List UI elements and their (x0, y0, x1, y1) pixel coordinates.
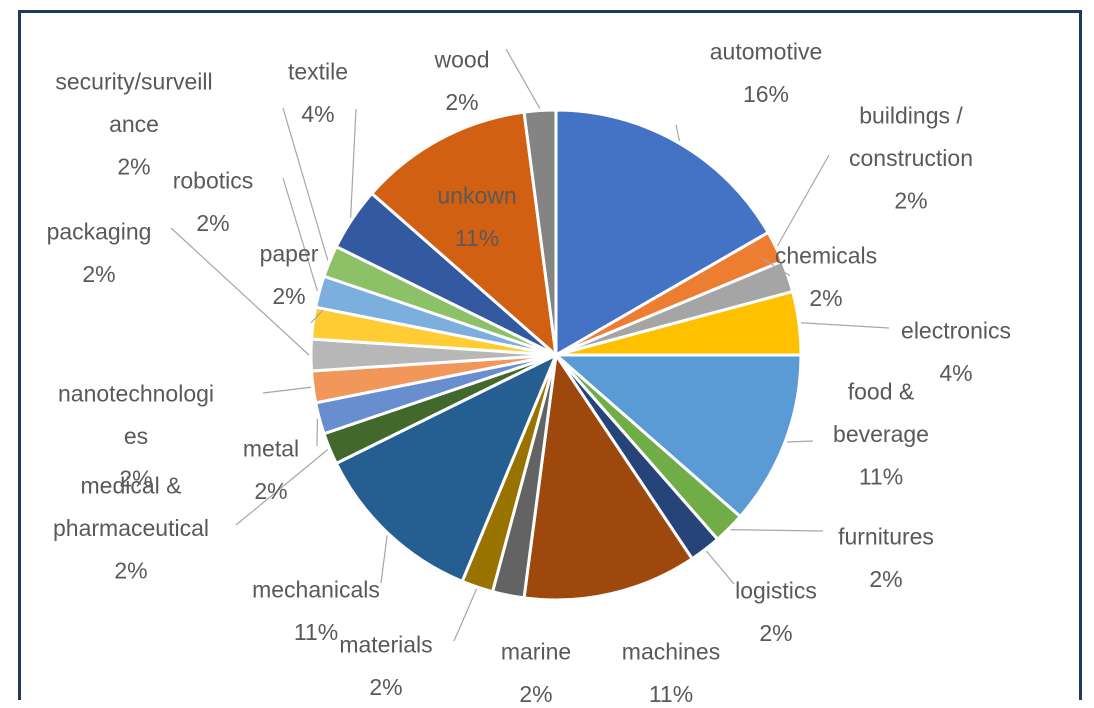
slice-percent: 2% (369, 674, 402, 700)
slice-name: ance (109, 111, 159, 137)
slice-name: metal (243, 435, 299, 461)
slice-label-packaging: packaging 2% (47, 218, 152, 287)
slice-name: automotive (710, 38, 823, 64)
slice-percent: 11% (649, 681, 693, 703)
slice-label-unkown: unkown 11% (437, 182, 516, 251)
pie-slice-machines (522, 353, 694, 602)
slice-label-textile: textile 4% (288, 58, 348, 127)
slice-percent: 2% (759, 620, 792, 646)
slice-label-medical: medical & pharmaceutical 2% (53, 472, 209, 583)
slice-name: marine (501, 638, 571, 664)
slice-name: medical & (81, 472, 182, 498)
slice-name: es (124, 423, 148, 449)
slice-name: textile (288, 58, 348, 84)
slice-label-automotive: automotive 16% (710, 38, 823, 107)
slice-label-metal: metal 2% (243, 435, 299, 504)
pie-chart: automotive 16%buildings / construction 2%ch… (47, 38, 1011, 703)
pie-slice-unkown (370, 110, 558, 357)
slice-percent: 2% (117, 154, 150, 180)
slice-percent: 2% (114, 558, 147, 584)
slice-name: paper (260, 240, 319, 266)
leader-line (675, 124, 681, 142)
slice-label-food: food & beverage 11% (833, 378, 929, 489)
leader-line (235, 449, 329, 526)
leader-line (262, 386, 312, 394)
pie-slice-mechanicals (334, 353, 558, 583)
slice-label-buildings: buildings / construction 2% (849, 102, 973, 213)
leader-line (705, 550, 735, 585)
slice-name: materials (339, 631, 432, 657)
slice-name: food & (848, 378, 915, 404)
leader-line (380, 535, 388, 584)
slice-percent: 2% (254, 478, 287, 504)
slice-name: beverage (833, 421, 929, 447)
slice-name: electronics (901, 317, 1011, 343)
slice-percent: 2% (445, 89, 478, 115)
slice-label-machines: machines 11% (622, 638, 720, 703)
leader-line (350, 108, 357, 218)
slice-percent: 11% (859, 464, 903, 490)
slice-label-paper: paper 2% (260, 240, 319, 309)
leader-line (787, 440, 814, 443)
slice-name: pharmaceutical (53, 515, 209, 541)
leader-line (282, 177, 318, 292)
slice-name: machines (622, 638, 720, 664)
slice-label-security-surveill: security/surveill ance 2% (55, 68, 212, 179)
pie-slice-automotive (554, 108, 770, 357)
leader-line (505, 48, 541, 109)
slice-percent: 2% (272, 283, 305, 309)
slice-percent: 2% (519, 681, 552, 703)
slice-name: logistics (735, 577, 817, 603)
slice-percent: 2% (869, 566, 902, 592)
slice-percent: 2% (809, 285, 842, 311)
slice-percent: 2% (894, 188, 927, 214)
slice-name: unkown (437, 182, 516, 208)
pie-slice-wood (522, 108, 558, 357)
slice-name: nanotechnologi (58, 380, 214, 406)
leader-line (800, 322, 890, 329)
leader-line (777, 154, 830, 247)
slice-label-materials: materials 2% (339, 631, 432, 700)
chart-frame: automotive 16% buildings / construction 2% ch… (18, 10, 1082, 703)
slice-label-wood: wood 2% (434, 46, 490, 115)
slice-name: furnitures (838, 523, 934, 549)
slice-percent: 2% (119, 466, 152, 492)
slice-percent: 11% (455, 225, 499, 251)
slice-label-electronics: electronics 4% (901, 317, 1011, 386)
slice-label-chemicals: chemicals 2% (775, 242, 877, 311)
slice-label-marine: marine 2% (501, 638, 571, 703)
slice-name: buildings / (859, 102, 963, 128)
slice-percent: 4% (301, 101, 334, 127)
slice-label-furnitures: furnitures 2% (838, 523, 934, 592)
leader-line (762, 258, 791, 277)
slice-percent: 2% (196, 210, 229, 236)
slice-name: packaging (47, 218, 152, 244)
slice-name: robotics (173, 167, 254, 193)
leader-line (170, 227, 310, 356)
slice-name: security/surveill (55, 68, 212, 94)
slice-label-mechanicals: mechanicals 11% (252, 576, 380, 645)
slice-label-logistics: logistics 2% (735, 577, 817, 646)
leader-line (453, 588, 478, 642)
slice-name: mechanicals (252, 576, 380, 602)
pie-slice-food (554, 353, 803, 519)
slice-percent: 11% (294, 619, 338, 645)
leader-line (730, 529, 824, 532)
slice-percent: 16% (743, 81, 789, 107)
slice-percent: 2% (82, 261, 115, 287)
slice-percent: 4% (939, 360, 972, 386)
leader-line (282, 107, 329, 261)
slice-name: wood (434, 46, 490, 72)
slice-name: chemicals (775, 242, 877, 268)
slice-label-nanotechnologi: nanotechnologi es 2% (58, 380, 214, 491)
slice-name: construction (849, 145, 973, 171)
slice-label-robotics: robotics 2% (173, 167, 254, 236)
